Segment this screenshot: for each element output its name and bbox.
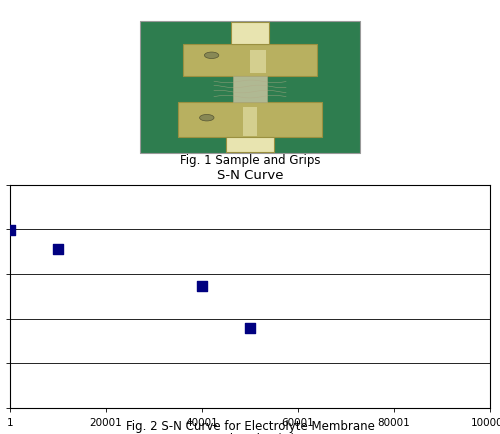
Text: Fig. 2 S-N Curve for Electrolyte Membrane: Fig. 2 S-N Curve for Electrolyte Membran…	[126, 419, 374, 432]
Point	[198, 283, 206, 290]
Point	[246, 325, 254, 332]
Bar	[140, 22, 360, 154]
Bar	[250, 51, 266, 74]
Bar	[233, 77, 267, 102]
Bar	[226, 138, 274, 152]
Title: S-N Curve: S-N Curve	[217, 168, 283, 181]
Bar	[243, 108, 257, 136]
Point	[6, 227, 14, 234]
Bar	[178, 102, 322, 138]
Text: Fig. 1 Sample and Grips: Fig. 1 Sample and Grips	[180, 154, 320, 167]
Bar	[231, 23, 269, 45]
X-axis label: Load cycles (N): Load cycles (N)	[205, 433, 295, 434]
Ellipse shape	[200, 115, 214, 122]
Bar	[183, 45, 317, 77]
Ellipse shape	[204, 53, 219, 59]
Point	[54, 247, 62, 253]
